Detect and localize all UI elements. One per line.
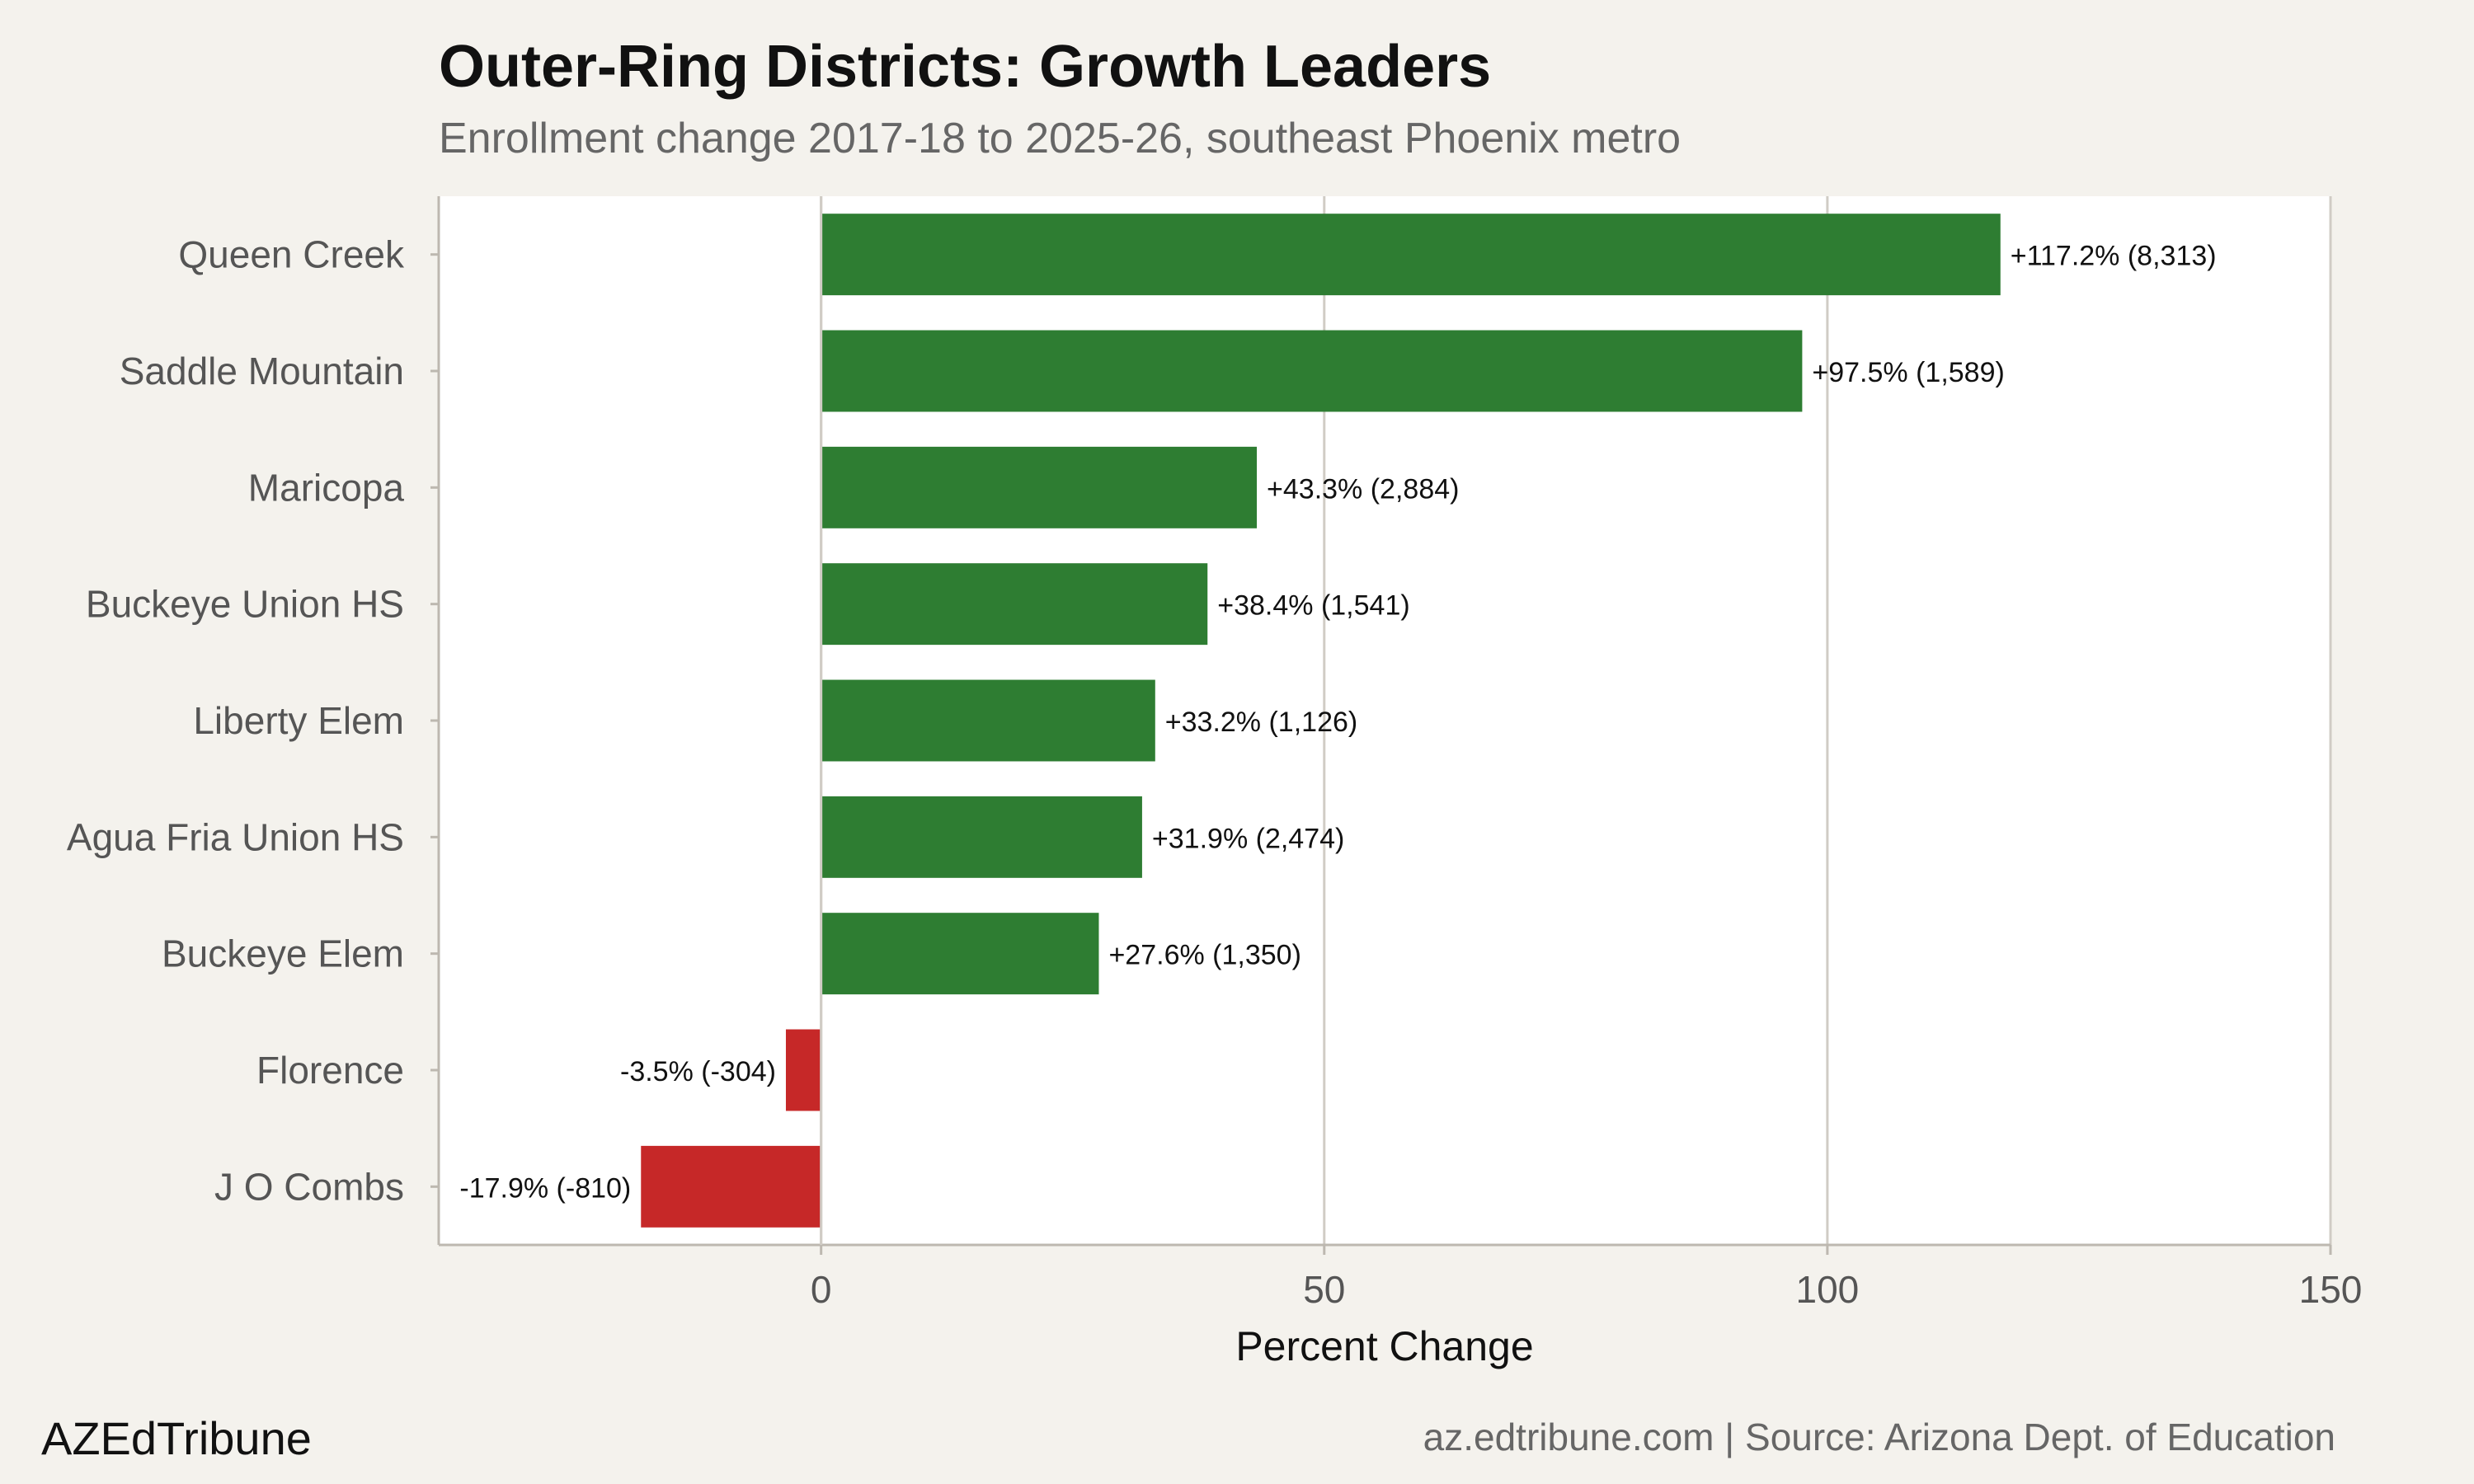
- bar-2: [821, 446, 1258, 528]
- bar-8: [641, 1145, 821, 1228]
- data-label-3: +38.4% (1,541): [1217, 590, 1409, 622]
- bar-1: [821, 330, 1803, 412]
- data-label-1: +97.5% (1,589): [1812, 357, 2004, 388]
- source-credit: az.edtribune.com | Source: Arizona Dept.…: [1423, 1416, 2335, 1458]
- bar-5: [821, 796, 1142, 878]
- y-tick-label-4: Liberty Elem: [193, 699, 404, 742]
- bar-0: [821, 214, 2001, 296]
- x-tick-label-3: 150: [2299, 1268, 2363, 1311]
- x-tick-label-1: 50: [1303, 1268, 1345, 1311]
- bar-7: [785, 1029, 821, 1111]
- bar-4: [821, 679, 1155, 762]
- y-tick-label-7: Florence: [256, 1049, 404, 1092]
- chart-title: Outer-Ring Districts: Growth Leaders: [439, 34, 1492, 100]
- data-label-0: +117.2% (8,313): [2011, 241, 2217, 272]
- x-tick-label-2: 100: [1796, 1268, 1860, 1311]
- y-tick-label-1: Saddle Mountain: [120, 350, 404, 392]
- y-tick-label-0: Queen Creek: [178, 233, 405, 276]
- chart-subtitle: Enrollment change 2017-18 to 2025-26, so…: [439, 115, 1681, 162]
- y-tick-label-8: J O Combs: [214, 1165, 404, 1208]
- y-tick-label-2: Maricopa: [248, 466, 405, 509]
- data-label-6: +27.6% (1,350): [1108, 940, 1300, 971]
- x-axis-title: Percent Change: [1235, 1323, 1533, 1369]
- data-label-5: +31.9% (2,474): [1152, 823, 1344, 854]
- data-label-4: +33.2% (1,126): [1165, 707, 1357, 738]
- bar-3: [821, 563, 1208, 646]
- data-label-2: +43.3% (2,884): [1267, 473, 1459, 505]
- brand-logo-text: AZEdTribune: [41, 1412, 312, 1464]
- bar-6: [821, 913, 1099, 995]
- data-label-8: -17.9% (-810): [459, 1172, 631, 1204]
- y-tick-label-5: Agua Fria Union HS: [67, 815, 404, 858]
- y-tick-label-6: Buckeye Elem: [162, 932, 404, 975]
- y-tick-label-3: Buckeye Union HS: [86, 583, 404, 626]
- data-label-7: -3.5% (-304): [620, 1056, 776, 1087]
- x-tick-label-0: 0: [811, 1268, 832, 1311]
